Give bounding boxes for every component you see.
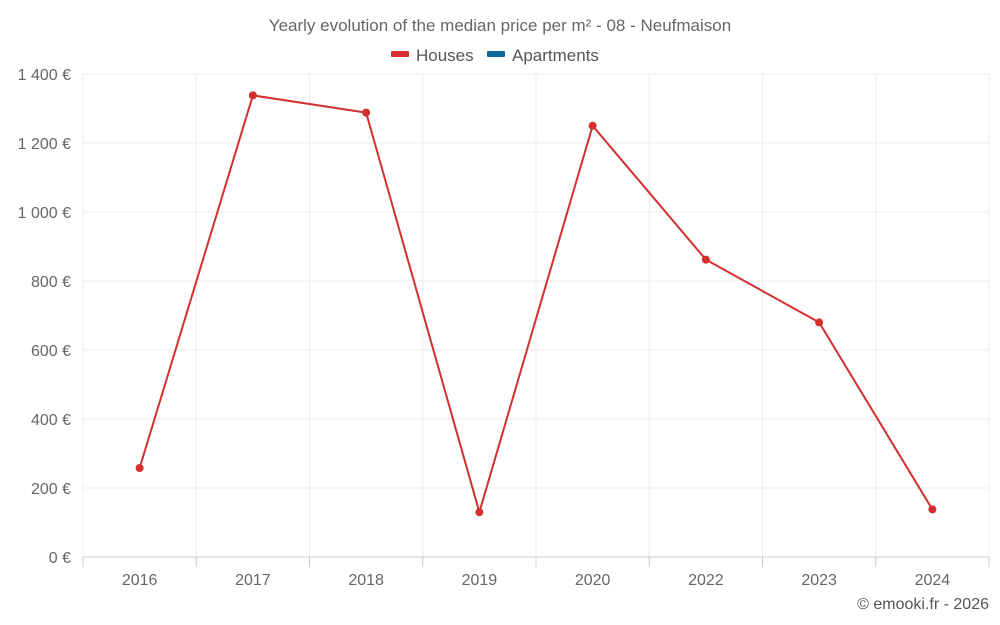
series-houses [135,91,937,517]
data-point-houses-2022 [701,255,710,264]
credit-text: © emooki.fr - 2026 [857,596,989,613]
legend-label-houses: Houses [416,46,474,65]
y-tick-label: 0 € [49,550,71,567]
x-tick-label: 2018 [348,572,384,589]
legend-swatch-houses [391,51,409,57]
chart-title: Yearly evolution of the median price per… [269,16,731,35]
x-tick-label: 2020 [575,572,611,589]
y-tick-label: 1 200 € [18,136,71,153]
legend-label-apartments: Apartments [512,46,599,65]
y-tick-label: 400 € [31,412,71,429]
x-tick-label: 2019 [462,572,498,589]
axes: 0 € 200 € 400 € 600 € 800 € 1 000 € 1 200 € 1 4… [18,67,990,589]
y-tick-label: 600 € [31,343,71,360]
series-line-houses [138,94,934,514]
y-tick-label: 200 € [31,481,71,498]
y-tick-label: 800 € [31,274,71,291]
legend: Houses Apartments [391,46,599,65]
data-point-houses-2024 [928,505,937,514]
y-tick-label: 1 400 € [18,67,71,84]
data-point-houses-2017 [248,91,257,100]
data-point-houses-2020 [588,121,597,130]
grid [82,73,990,557]
x-tick-label: 2022 [688,572,724,589]
legend-item-apartments[interactable]: Apartments [487,46,599,65]
data-point-houses-2023 [815,318,824,327]
x-tick-label: 2016 [122,572,158,589]
data-point-houses-2018 [362,108,371,117]
data-point-houses-2019 [475,508,484,517]
x-tick-label: 2024 [915,572,951,589]
data-point-houses-2016 [135,463,144,472]
x-tick-label: 2023 [801,572,837,589]
legend-item-houses[interactable]: Houses [391,46,474,65]
x-tick-label: 2017 [235,572,271,589]
legend-swatch-apartments [487,51,505,57]
y-tick-label: 1 000 € [18,205,71,222]
